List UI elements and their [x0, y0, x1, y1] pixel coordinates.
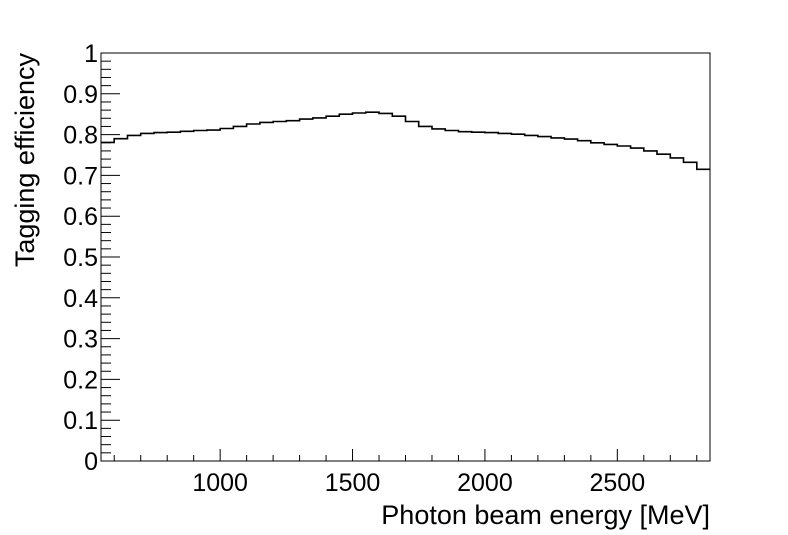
y-axis-title: Tagging efficiency [10, 53, 40, 268]
y-axis-tick-labels: 0 0.1 0.2 0.3 0.4 0.5 0.6 0.7 0.8 0.9 1 [63, 40, 98, 476]
x-tick-label: 1000 [192, 469, 248, 497]
y-tick-label: 0 [84, 448, 98, 476]
y-tick-label: 0.8 [63, 122, 98, 150]
y-tick-label: 0.5 [63, 244, 98, 272]
y-tick-label: 0.3 [63, 326, 98, 354]
y-tick-label: 1 [84, 40, 98, 68]
y-tick-label: 0.1 [63, 407, 98, 435]
plot-frame [100, 52, 711, 462]
y-tick-label: 0.2 [63, 366, 98, 394]
x-axis-title: Photon beam energy [MeV] [381, 500, 710, 530]
y-tick-label: 0.4 [63, 285, 98, 313]
x-tick-label: 2000 [457, 469, 513, 497]
y-tick-label: 0.9 [63, 81, 98, 109]
efficiency-histogram-line [101, 111, 710, 171]
x-axis-ticks [113, 449, 698, 461]
x-axis-tick-labels: 1000 1500 2000 2500 [192, 469, 645, 497]
x-tick-label: 1500 [325, 469, 381, 497]
y-tick-label: 0.6 [63, 203, 98, 231]
y-tick-label: 0.7 [63, 162, 98, 190]
y-axis-ticks [101, 52, 120, 462]
x-tick-label: 2500 [590, 469, 646, 497]
